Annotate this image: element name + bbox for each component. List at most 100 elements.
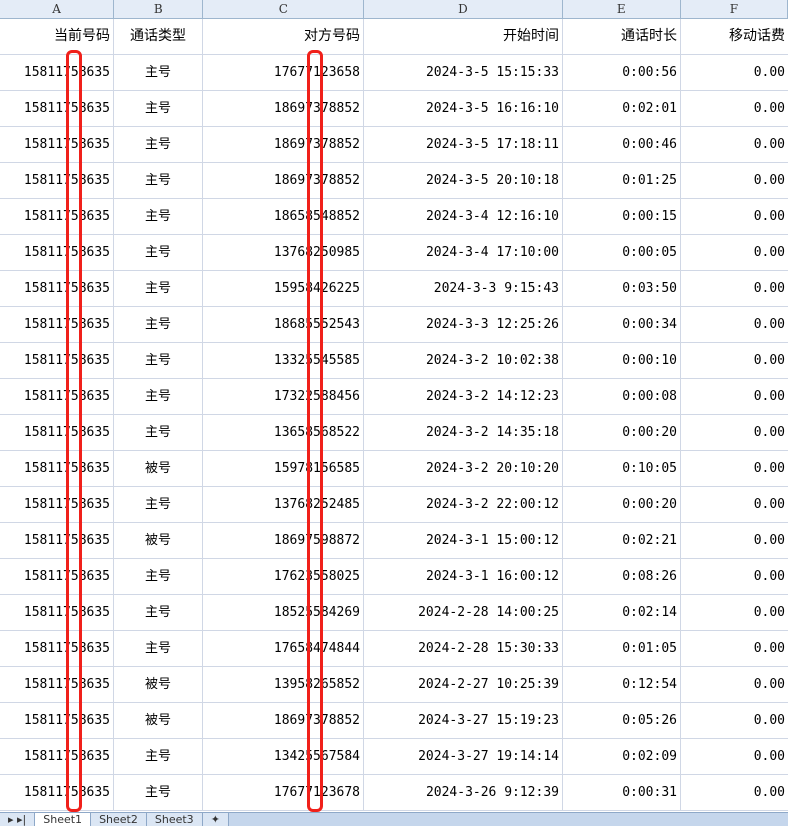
start-time-cell[interactable]: 2024-3-5 17:18:11	[364, 127, 563, 162]
call-type-cell[interactable]: 主号	[114, 91, 203, 126]
duration-cell[interactable]: 0:02:01	[563, 91, 681, 126]
start-time-cell[interactable]: 2024-3-27 19:14:14	[364, 739, 563, 774]
fee-cell[interactable]: 0.00	[753, 209, 785, 224]
fee-cell[interactable]: 0.00	[753, 497, 785, 512]
other-number-cell[interactable]: 18697378852	[203, 127, 364, 162]
fee-cell[interactable]: 0.00	[753, 605, 785, 620]
call-type-cell[interactable]: 主号	[114, 307, 203, 342]
other-number-cell[interactable]: 13325545585	[203, 343, 364, 378]
duration-cell[interactable]: 0:00:31	[563, 775, 681, 810]
current-number-cell[interactable]: 15811758635	[0, 55, 114, 90]
fee-cell[interactable]: 0.00	[753, 137, 785, 152]
duration-cell[interactable]: 0:00:20	[563, 487, 681, 522]
duration-cell[interactable]: 0:01:25	[563, 163, 681, 198]
current-number-cell[interactable]: 15811758635	[0, 559, 114, 594]
start-time-cell[interactable]: 2024-3-5 16:16:10	[364, 91, 563, 126]
other-number-cell[interactable]: 18525584269	[203, 595, 364, 630]
call-type-cell[interactable]: 主号	[114, 775, 203, 810]
other-number-cell[interactable]: 15958426225	[203, 271, 364, 306]
other-number-cell[interactable]: 13768250985	[203, 235, 364, 270]
start-time-cell[interactable]: 2024-2-28 14:00:25	[364, 595, 563, 630]
duration-cell[interactable]: 0:00:10	[563, 343, 681, 378]
header-cell[interactable]: 移动话费	[729, 28, 785, 44]
start-time-cell[interactable]: 2024-3-5 20:10:18	[364, 163, 563, 198]
call-type-cell[interactable]: 主号	[114, 595, 203, 630]
current-number-cell[interactable]: 15811758635	[0, 91, 114, 126]
fee-cell[interactable]: 0.00	[753, 461, 785, 476]
other-number-cell[interactable]: 18697378852	[203, 703, 364, 738]
duration-cell[interactable]: 0:10:05	[563, 451, 681, 486]
start-time-cell[interactable]: 2024-3-2 20:10:20	[364, 451, 563, 486]
current-number-cell[interactable]: 15811758635	[0, 451, 114, 486]
start-time-cell[interactable]: 2024-3-26 9:12:39	[364, 775, 563, 810]
fee-cell[interactable]: 0.00	[753, 713, 785, 728]
fee-cell[interactable]: 0.00	[753, 65, 785, 80]
insert-sheet-icon[interactable]: ✦	[202, 813, 229, 826]
start-time-cell[interactable]: 2024-3-4 17:10:00	[364, 235, 563, 270]
call-type-cell[interactable]: 主号	[114, 487, 203, 522]
duration-cell[interactable]: 0:02:14	[563, 595, 681, 630]
call-type-cell[interactable]: 主号	[114, 415, 203, 450]
duration-cell[interactable]: 0:08:26	[563, 559, 681, 594]
fee-cell[interactable]: 0.00	[753, 101, 785, 116]
duration-cell[interactable]: 0:00:08	[563, 379, 681, 414]
current-number-cell[interactable]: 15811758635	[0, 271, 114, 306]
current-number-cell[interactable]: 15811758635	[0, 415, 114, 450]
start-time-cell[interactable]: 2024-3-1 15:00:12	[364, 523, 563, 558]
current-number-cell[interactable]: 15811758635	[0, 235, 114, 270]
duration-cell[interactable]: 0:00:15	[563, 199, 681, 234]
sheet-tab-2[interactable]: Sheet2	[91, 813, 147, 826]
fee-cell[interactable]: 0.00	[753, 281, 785, 296]
call-type-cell[interactable]: 主号	[114, 343, 203, 378]
current-number-cell[interactable]: 15811758635	[0, 595, 114, 630]
other-number-cell[interactable]: 18697378852	[203, 163, 364, 198]
start-time-cell[interactable]: 2024-3-2 10:02:38	[364, 343, 563, 378]
sheet-tab-1[interactable]: Sheet1	[35, 813, 92, 826]
duration-cell[interactable]: 0:00:34	[563, 307, 681, 342]
start-time-cell[interactable]: 2024-2-28 15:30:33	[364, 631, 563, 666]
current-number-cell[interactable]: 15811758635	[0, 667, 114, 702]
current-number-cell[interactable]: 15811758635	[0, 523, 114, 558]
column-header-c[interactable]: C	[203, 0, 365, 18]
start-time-cell[interactable]: 2024-3-2 14:12:23	[364, 379, 563, 414]
current-number-cell[interactable]: 15811758635	[0, 307, 114, 342]
fee-cell[interactable]: 0.00	[753, 785, 785, 800]
start-time-cell[interactable]: 2024-3-2 22:00:12	[364, 487, 563, 522]
fee-cell[interactable]: 0.00	[753, 389, 785, 404]
fee-cell[interactable]: 0.00	[753, 677, 785, 692]
duration-cell[interactable]: 0:02:09	[563, 739, 681, 774]
duration-cell[interactable]: 0:00:05	[563, 235, 681, 270]
call-type-cell[interactable]: 主号	[114, 559, 203, 594]
fee-cell[interactable]: 0.00	[753, 533, 785, 548]
current-number-cell[interactable]: 15811758635	[0, 343, 114, 378]
current-number-cell[interactable]: 15811758635	[0, 739, 114, 774]
header-cell[interactable]: 当前号码	[0, 19, 114, 54]
other-number-cell[interactable]: 17322588456	[203, 379, 364, 414]
duration-cell[interactable]: 0:00:20	[563, 415, 681, 450]
call-type-cell[interactable]: 被号	[114, 523, 203, 558]
other-number-cell[interactable]: 18685552543	[203, 307, 364, 342]
call-type-cell[interactable]: 主号	[114, 379, 203, 414]
fee-cell[interactable]: 0.00	[753, 749, 785, 764]
fee-cell[interactable]: 0.00	[753, 173, 785, 188]
call-type-cell[interactable]: 被号	[114, 451, 203, 486]
column-header-b[interactable]: B	[114, 0, 204, 18]
column-header-d[interactable]: D	[364, 0, 563, 18]
duration-cell[interactable]: 0:00:56	[563, 55, 681, 90]
call-type-cell[interactable]: 主号	[114, 235, 203, 270]
start-time-cell[interactable]: 2024-3-5 15:15:33	[364, 55, 563, 90]
sheet-nav-arrows[interactable]: ▸ ▸|	[0, 813, 36, 826]
other-number-cell[interactable]: 13658568522	[203, 415, 364, 450]
current-number-cell[interactable]: 15811758635	[0, 199, 114, 234]
other-number-cell[interactable]: 15978156585	[203, 451, 364, 486]
column-header-a[interactable]: A	[0, 0, 115, 18]
call-type-cell[interactable]: 被号	[114, 703, 203, 738]
other-number-cell[interactable]: 13768252485	[203, 487, 364, 522]
start-time-cell[interactable]: 2024-3-3 9:15:43	[364, 271, 563, 306]
sheet-tab-3[interactable]: Sheet3	[146, 813, 203, 826]
call-type-cell[interactable]: 主号	[114, 271, 203, 306]
other-number-cell[interactable]: 17677123678	[203, 775, 364, 810]
fee-cell[interactable]: 0.00	[753, 245, 785, 260]
call-type-cell[interactable]: 主号	[114, 55, 203, 90]
start-time-cell[interactable]: 2024-3-4 12:16:10	[364, 199, 563, 234]
